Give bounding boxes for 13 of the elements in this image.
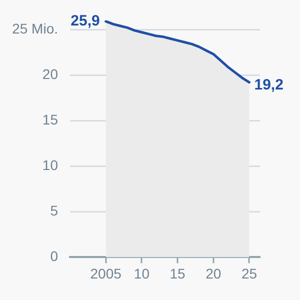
data-label: 25,9 (70, 12, 100, 30)
y-tick-label: 15 (42, 111, 58, 128)
y-tick-label: 20 (42, 66, 58, 82)
x-tick-label: 10 (134, 265, 150, 282)
x-tick-label: 2005 (90, 265, 122, 282)
y-tick-label: 25 Mio. (12, 20, 58, 36)
x-tick-label: 25 (241, 265, 258, 282)
data-label: 19,2 (254, 76, 284, 94)
x-tick-label: 20 (206, 265, 222, 282)
y-tick-label: 5 (50, 202, 58, 219)
y-tick-label: 0 (50, 248, 58, 264)
y-tick-label: 10 (42, 156, 58, 173)
x-tick-label: 15 (170, 265, 186, 282)
